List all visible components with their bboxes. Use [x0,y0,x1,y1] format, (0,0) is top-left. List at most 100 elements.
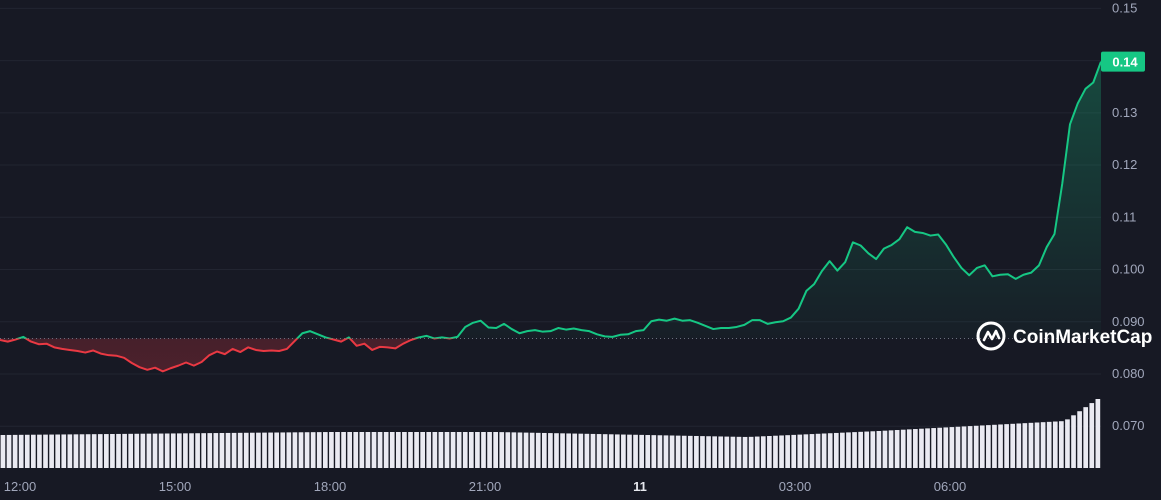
volume-bar [274,432,280,468]
volume-bar [85,434,91,468]
volume-bar [0,435,6,468]
volume-bar [1022,423,1028,468]
volume-bar [535,432,541,468]
volume-bar [456,432,462,468]
volume-bar [511,432,517,468]
y-tick-label: 0.15 [1112,0,1137,15]
volume-bar [943,427,949,468]
volume-bar [1010,423,1016,468]
volume-bar [663,435,669,468]
volume-bar [955,426,961,468]
volume-bar [468,432,474,468]
volume-bar [6,434,12,468]
volume-bar [651,435,657,468]
volume-bar [973,425,979,468]
volume-bar [724,436,730,468]
volume-bar [791,434,797,468]
volume-bar [389,432,395,468]
volume-bar [1089,403,1095,468]
volume-bar [1065,419,1070,468]
volume-bar [998,424,1003,468]
volume-bar [1059,421,1064,468]
volume-bar [1083,407,1089,468]
volume-bar [237,432,243,468]
volume-bar [207,433,213,468]
volume-bar [779,435,784,468]
volume-bar [292,432,298,468]
volume-bar [268,432,273,468]
volume-bar [1004,424,1009,468]
volume-bar [700,436,705,468]
volume-bar [225,432,231,468]
volume-bar [487,432,492,468]
x-tick-label: 21:00 [469,479,502,494]
volume-bar [961,426,967,468]
volume-bar [913,429,918,468]
volume-bar [748,436,754,468]
volume-bar [931,428,936,468]
volume-bar [31,434,36,468]
volume-bar [919,428,924,468]
volume-bar [614,434,620,468]
volume-bar [408,432,413,468]
grid-lines [0,7,1101,427]
svg-text:0.14: 0.14 [1112,55,1138,70]
volume-bar [852,432,857,468]
x-tick-label: 11 [633,479,647,494]
volume-bar [529,432,535,468]
volume-bar [742,436,748,468]
volume-bar [925,428,930,468]
volume-bar [280,432,286,468]
volume-bar [858,431,863,468]
volume-bar [633,434,638,468]
volume-bar [481,432,486,468]
volume-bar [97,434,103,468]
volume-bar [365,432,371,468]
volume-bar [286,432,292,468]
volume-bar [49,434,54,468]
volume-bar [55,434,61,468]
volume-bar [79,434,85,468]
volume-bar [183,433,188,468]
volume-bar [894,430,900,468]
volume-bar [414,432,419,468]
volume-bar [450,432,456,468]
volume-bar [310,432,316,468]
volume-bar [566,433,571,468]
volume-bar [754,436,760,468]
volume-bar [164,433,170,468]
volume-bar [1016,423,1022,468]
volume-bar [694,435,699,468]
volume-bar [61,434,67,468]
volume-bar [517,432,523,468]
volume-bar [1028,422,1034,468]
volume-bar [383,432,389,468]
volume-bar [870,431,876,468]
volume-bar [1046,421,1052,468]
volume-bar [639,434,644,468]
volume-bar [1095,399,1101,468]
price-area-fill [0,61,1101,372]
volume-bar [110,434,115,468]
x-tick-label: 12:00 [4,479,37,494]
area-above-reference [0,61,1101,339]
volume-bar [158,433,164,468]
volume-bar [335,432,340,468]
volume-bar [979,425,985,468]
volume-bar [1071,415,1076,468]
volume-bar [359,432,365,468]
volume-bar [967,426,973,468]
volume-bar [657,435,663,468]
volume-bar [554,433,559,468]
x-tick-label: 03:00 [779,479,812,494]
volume-bar [773,435,778,468]
volume-bar [584,433,590,468]
volume-bar [1077,411,1082,468]
volume-bar [316,432,322,468]
y-tick-label: 0.070 [1112,418,1145,433]
volume-bar [523,432,529,468]
volume-bar [177,433,182,468]
volume-bar [608,434,614,468]
volume-bar [304,432,310,468]
y-tick-label: 0.080 [1112,366,1145,381]
